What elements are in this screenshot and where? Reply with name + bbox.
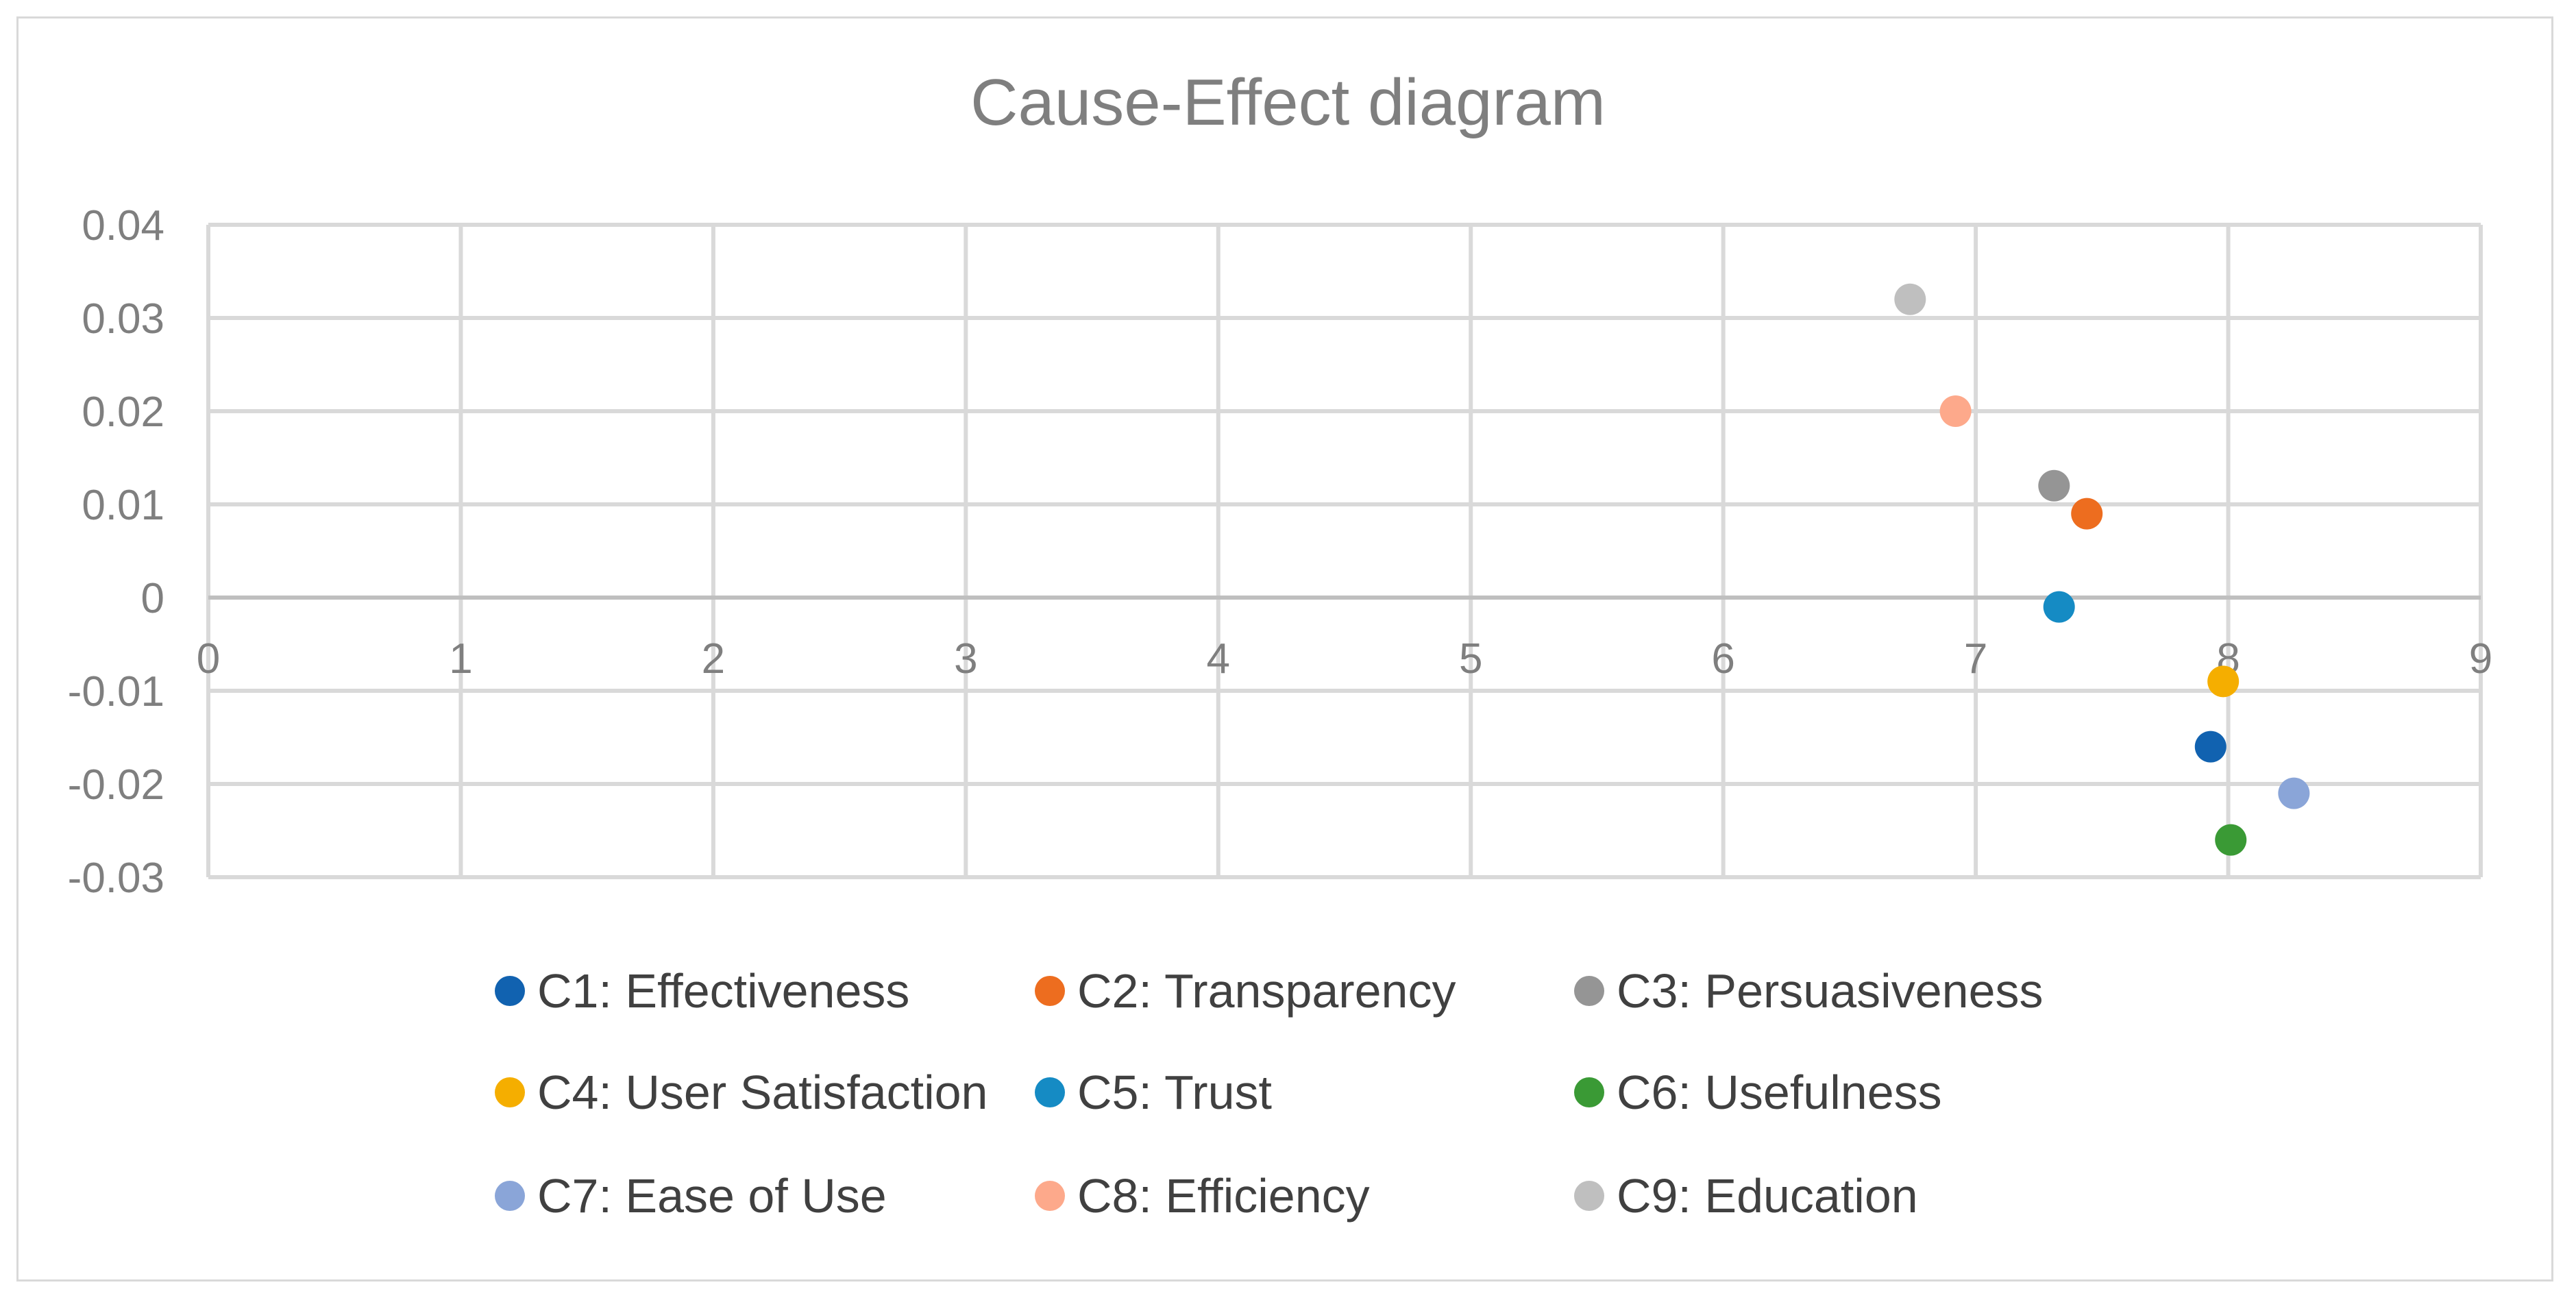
x-tick-label: 1 [449,635,472,683]
legend-marker-icon [1035,1077,1065,1107]
legend-marker-icon [495,1181,525,1211]
y-tick-label: 0 [141,575,164,622]
legend-label: C4: User Satisfaction [537,1066,988,1119]
legend-marker-icon [1574,1077,1604,1107]
legend-item: C4: User Satisfaction [495,1065,988,1120]
y-tick-label: 0.01 [82,482,164,529]
data-point-c8 [1939,395,1972,427]
x-tick-label: 2 [702,635,725,683]
legend-item: C6: Usefulness [1574,1065,1942,1120]
legend-label: C2: Transparency [1077,964,1456,1018]
data-point-c3 [2038,469,2070,502]
data-point-c5 [2043,591,2075,623]
legend-label: C1: Effectiveness [537,964,910,1018]
legend-label: C6: Usefulness [1617,1066,1942,1119]
y-tick-label: 0.04 [82,202,164,249]
x-tick-label: 0 [197,635,220,683]
x-tick-label: 5 [1459,635,1482,683]
legend-item: C2: Transparency [1035,964,1456,1018]
legend-item: C1: Effectiveness [495,964,909,1018]
legend-label: C7: Ease of Use [537,1169,887,1223]
legend-marker-icon [1035,1181,1065,1211]
y-tick-label: 0.02 [82,389,164,436]
legend-label: C5: Trust [1077,1066,1272,1119]
x-tick-label: 3 [954,635,977,683]
y-tick-label: 0.03 [82,295,164,343]
data-point-c4 [2207,665,2240,698]
legend-label: C3: Persuasiveness [1617,964,2044,1018]
legend-item: C8: Efficiency [1035,1168,1370,1223]
data-point-c9 [1894,283,1926,315]
x-tick-label: 9 [2469,635,2492,683]
x-tick-label: 4 [1207,635,1230,683]
y-tick-label: -0.03 [68,855,164,902]
y-tick-label: -0.02 [68,761,164,809]
legend-item: C5: Trust [1035,1065,1272,1120]
legend-item: C9: Education [1574,1168,1918,1223]
legend-marker-icon [1035,976,1065,1006]
legend-marker-icon [495,976,525,1006]
legend-marker-icon [495,1077,525,1107]
data-point-c1 [2194,731,2227,763]
legend-label: C8: Efficiency [1077,1169,1370,1223]
legend-marker-icon [1574,976,1604,1006]
x-tick-label: 6 [1711,635,1734,683]
legend-label: C9: Education [1617,1169,1918,1223]
legend-item: C3: Persuasiveness [1574,964,2044,1018]
chart-title: Cause-Effect diagram [970,66,1606,139]
data-point-c7 [2278,777,2310,809]
legend-item: C7: Ease of Use [495,1168,887,1223]
x-tick-label: 7 [1964,635,1987,683]
data-point-c6 [2215,824,2247,856]
data-point-c2 [2071,498,2103,530]
y-tick-label: -0.01 [68,668,164,715]
legend-marker-icon [1574,1181,1604,1211]
chart-frame [16,16,2553,1281]
